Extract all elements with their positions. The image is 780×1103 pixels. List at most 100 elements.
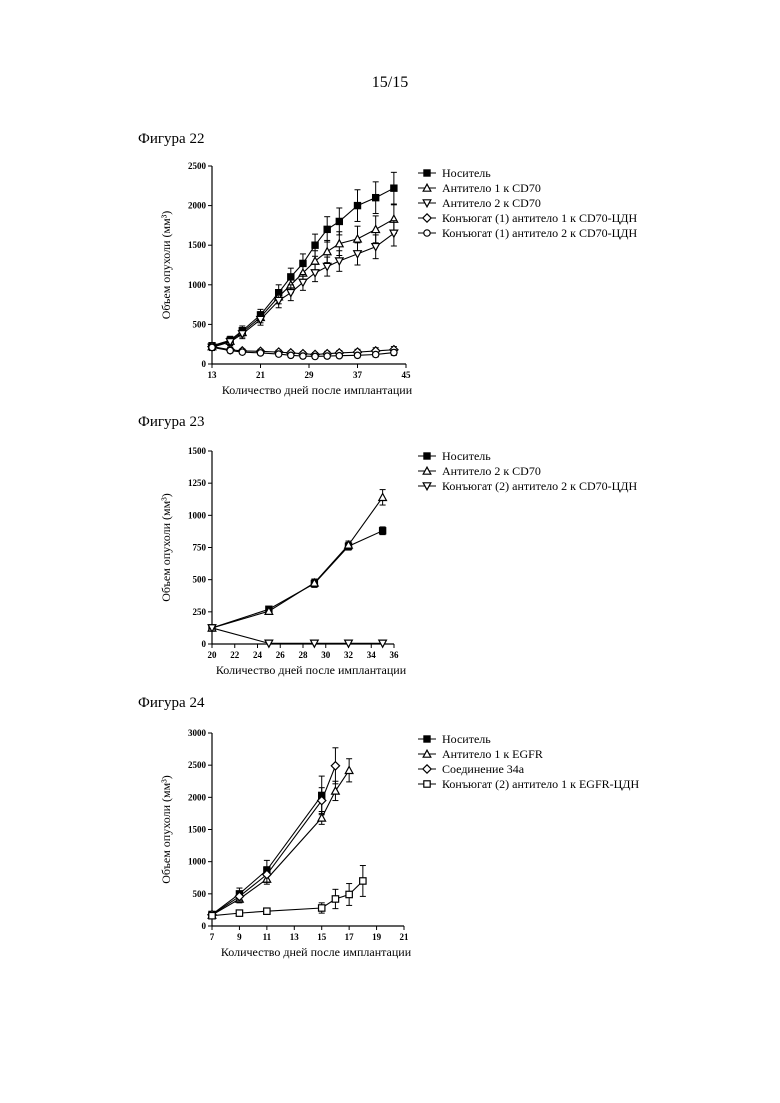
series-0 xyxy=(209,776,325,918)
chart-figure-23: 0250500750100012501500202224262830323436… xyxy=(0,444,780,684)
legend-label: Антитело 2 к CD70 xyxy=(442,196,541,210)
series-2 xyxy=(208,748,340,919)
series-2 xyxy=(208,221,398,352)
legend-label: Носитель xyxy=(442,732,491,746)
chart-figure-22: 050010001500200025001321293745Количество… xyxy=(0,160,780,408)
legend-entry-1: Антитело 1 к EGFR xyxy=(418,747,543,761)
series-line xyxy=(212,766,335,915)
x-tick-label: 13 xyxy=(208,370,218,380)
y-tick-label: 3000 xyxy=(188,728,207,738)
data-point xyxy=(209,344,215,350)
legend-label: Антитело 1 к CD70 xyxy=(442,181,541,195)
data-point xyxy=(335,258,343,265)
data-point xyxy=(345,766,353,773)
legend-entry-2: Антитело 2 к CD70 xyxy=(418,196,541,210)
x-tick-label: 24 xyxy=(253,650,263,660)
data-point xyxy=(227,347,233,353)
data-point xyxy=(264,908,270,914)
y-tick-label: 1500 xyxy=(188,446,207,456)
x-tick-label: 21 xyxy=(256,370,266,380)
data-point xyxy=(257,350,263,356)
y-tick-label: 500 xyxy=(193,319,207,329)
data-point xyxy=(391,185,397,191)
x-tick-label: 32 xyxy=(344,650,354,660)
data-point xyxy=(336,218,342,224)
data-point xyxy=(332,787,340,794)
page-number: 15/15 xyxy=(0,74,780,92)
x-tick-label: 9 xyxy=(237,932,242,942)
y-tick-label: 0 xyxy=(202,359,207,369)
x-tick-label: 15 xyxy=(317,932,327,942)
data-point xyxy=(331,762,339,770)
data-point xyxy=(324,226,330,232)
y-tick-label: 2500 xyxy=(188,760,207,770)
y-tick-label: 2000 xyxy=(188,201,207,211)
data-point xyxy=(312,242,318,248)
legend-label: Антитело 1 к EGFR xyxy=(442,747,543,761)
data-point xyxy=(372,226,380,233)
y-axis-label: Объем опухоли (мм³) xyxy=(159,493,173,602)
series-line xyxy=(212,628,383,643)
legend-entry-2: Конъюгат (2) антитело 2 к CD70-ЦДН xyxy=(418,479,637,493)
legend-entry-3: Конъюгат (1) антитело 1 к CD70-ЦДН xyxy=(418,211,637,225)
y-tick-label: 2500 xyxy=(188,161,207,171)
x-tick-label: 26 xyxy=(276,650,286,660)
x-tick-label: 28 xyxy=(299,650,309,660)
x-tick-label: 29 xyxy=(305,370,315,380)
series-line xyxy=(212,881,363,916)
data-point xyxy=(324,353,330,359)
data-point xyxy=(354,202,360,208)
series-line xyxy=(212,795,322,914)
x-axis-label: Количество дней после имплантации xyxy=(216,663,407,677)
x-tick-label: 7 xyxy=(210,932,215,942)
legend-marker xyxy=(424,736,430,742)
chart-figure-24: 05001000150020002500300079111315171921Ко… xyxy=(0,725,780,965)
data-point xyxy=(323,248,331,255)
y-tick-label: 0 xyxy=(202,921,207,931)
data-point xyxy=(372,244,380,251)
data-point xyxy=(354,235,362,242)
data-point xyxy=(379,493,387,500)
y-tick-label: 500 xyxy=(193,575,207,585)
y-tick-label: 1250 xyxy=(188,478,207,488)
data-point xyxy=(372,351,378,357)
data-point xyxy=(372,194,378,200)
legend-marker xyxy=(424,781,430,787)
legend-label: Конъюгат (2) антитело 1 к EGFR-ЦДН xyxy=(442,777,639,791)
legend-label: Конъюгат (2) антитело 2 к CD70-ЦДН xyxy=(442,479,637,493)
series-1 xyxy=(208,759,353,919)
legend-label: Конъюгат (1) антитело 2 к CD70-ЦДН xyxy=(442,226,637,240)
legend-entry-1: Антитело 2 к CD70 xyxy=(418,464,541,478)
x-tick-label: 11 xyxy=(263,932,272,942)
legend-entry-0: Носитель xyxy=(418,732,491,746)
x-axis-label: Количество дней после имплантации xyxy=(221,945,412,959)
legend-entry-4: Конъюгат (1) антитело 2 к CD70-ЦДН xyxy=(418,226,637,240)
x-tick-label: 22 xyxy=(230,650,240,660)
legend-entry-3: Конъюгат (2) антитело 1 к EGFR-ЦДН xyxy=(418,777,639,791)
legend-marker xyxy=(424,453,430,459)
data-point xyxy=(391,349,397,355)
data-point xyxy=(275,351,281,357)
data-point xyxy=(209,913,215,919)
data-point xyxy=(323,263,331,270)
data-point xyxy=(346,891,352,897)
data-point xyxy=(354,352,360,358)
x-tick-label: 20 xyxy=(208,650,218,660)
legend-entry-1: Антитело 1 к CD70 xyxy=(418,181,541,195)
y-axis-label: Объем опухоли (мм³) xyxy=(159,211,173,320)
series-0 xyxy=(209,527,386,631)
data-point xyxy=(319,905,325,911)
x-tick-label: 36 xyxy=(390,650,400,660)
figure-label-23: Фигура 23 xyxy=(138,414,204,431)
x-tick-label: 13 xyxy=(290,932,300,942)
series-3 xyxy=(209,866,366,919)
legend-label: Конъюгат (1) антитело 1 к CD70-ЦДН xyxy=(442,211,637,225)
y-tick-label: 1500 xyxy=(188,825,207,835)
legend-marker xyxy=(424,230,430,236)
y-tick-label: 1000 xyxy=(188,510,207,520)
data-point xyxy=(354,251,362,258)
series-line xyxy=(212,770,349,915)
legend-entry-0: Носитель xyxy=(418,166,491,180)
series-line xyxy=(212,497,383,628)
data-point xyxy=(332,896,338,902)
